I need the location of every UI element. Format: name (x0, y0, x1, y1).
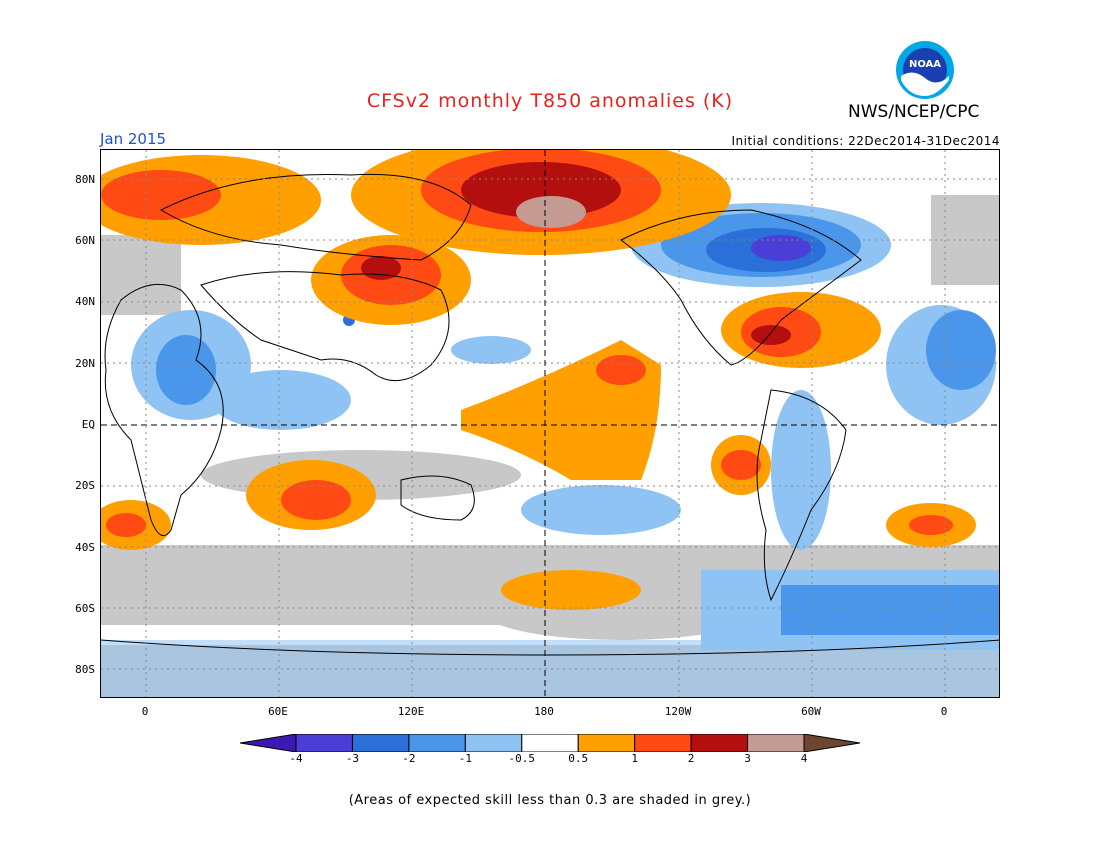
lat-label-20n: 20N (75, 357, 95, 370)
colorbar-segment (464, 734, 523, 752)
colorbar-tick-label: -1 (458, 752, 472, 765)
colorbar-segment (690, 734, 749, 752)
colorbar-tick-label: 3 (744, 752, 751, 765)
colorbar-segment (295, 734, 353, 752)
lat-label-80s: 80S (75, 663, 95, 676)
lat-label-40s: 40S (75, 541, 95, 554)
colorbar-right-arrow (803, 734, 860, 752)
chart-title: CFSv2 monthly T850 anomalies (K) (366, 90, 734, 112)
lon-label-0: 0 (141, 705, 149, 718)
month-label: Jan 2015 (100, 130, 167, 148)
colorbar-tick-label: -0.5 (508, 752, 536, 765)
skill-footnote: (Areas of expected skill less than 0.3 a… (348, 793, 752, 808)
map-canvas (101, 150, 999, 697)
coastlines (101, 173, 999, 656)
colorbar-tick-label: -4 (289, 752, 303, 765)
colorbar-tick-label: 0.5 (568, 752, 589, 765)
colorbar-segment (747, 734, 805, 752)
colorbar-segment (351, 734, 410, 752)
lon-label-60w: 60W (801, 705, 821, 718)
colorbar-segment (577, 734, 636, 752)
lon-label-120e: 120E (397, 705, 425, 718)
colorbar-tick-label: 4 (800, 752, 808, 765)
colorbar-left-arrow (240, 734, 297, 752)
equator-dateline (101, 150, 999, 697)
lat-label-20s: 20S (75, 479, 95, 492)
colorbar-tick-label: 1 (631, 752, 638, 765)
lat-label-40n: 40N (75, 295, 95, 308)
anomaly-map (100, 149, 1000, 698)
lon-label-180: 180 (534, 705, 554, 718)
colorbar-tick-label: -3 (345, 752, 360, 765)
colorbar (240, 734, 860, 752)
colorbar-segment (521, 734, 579, 752)
lon-label-0-east: 0 (940, 705, 948, 718)
lat-label-60s: 60S (75, 602, 95, 615)
lon-label-60e: 60E (268, 705, 288, 718)
lat-label-60n: 60N (75, 234, 95, 247)
colorbar-segment (408, 734, 466, 752)
colorbar-tick-label: 2 (687, 752, 695, 765)
lat-lon-grid (101, 150, 999, 697)
svg-text:NOAA: NOAA (909, 59, 941, 70)
colorbar-tick-label: -2 (402, 752, 416, 765)
lat-label-eq: EQ (81, 418, 95, 431)
colorbar-segment (634, 734, 692, 752)
lon-label-120w: 120W (664, 705, 692, 718)
warm-anomalies (101, 150, 976, 610)
noaa-logo: NOAA (896, 41, 954, 99)
lat-label-80n: 80N (75, 173, 95, 186)
agency-label: NWS/NCEP/CPC (848, 102, 980, 122)
initial-conditions-label: Initial conditions: 22Dec2014-31Dec2014 (731, 134, 1000, 148)
